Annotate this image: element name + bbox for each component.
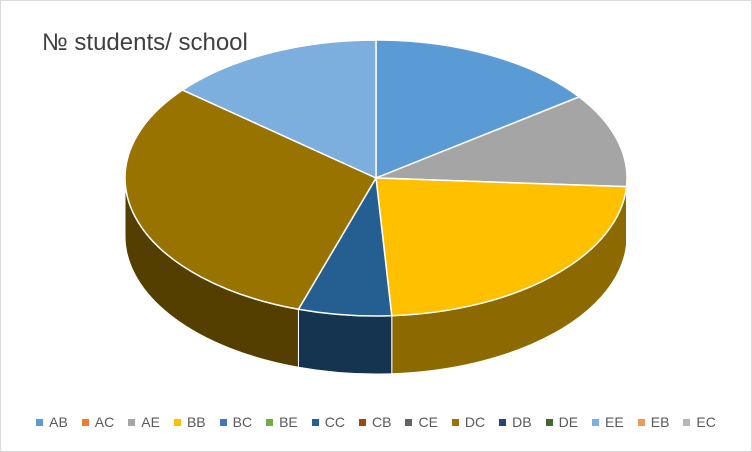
legend-item-de: DE <box>545 414 579 430</box>
legend-item-ec: EC <box>683 414 716 430</box>
legend-label: EE <box>605 414 624 430</box>
legend-label: DC <box>464 414 486 430</box>
legend-item-db: DB <box>499 414 532 430</box>
legend-label: BC <box>232 414 253 430</box>
legend-swatch <box>451 418 459 426</box>
legend-swatch <box>36 418 44 426</box>
pie-slice-ae <box>375 96 628 188</box>
legend-item-cb: CB <box>359 414 391 430</box>
legend-label: AB <box>49 414 68 430</box>
legend-swatch <box>359 418 366 426</box>
legend-swatch <box>219 418 227 426</box>
legend-swatch <box>266 418 274 426</box>
legend-swatch <box>311 418 319 426</box>
pie-slice-bb <box>375 177 628 317</box>
legend-label: CB <box>372 414 392 430</box>
legend-label: AC <box>94 414 115 430</box>
legend-label: DB <box>512 414 532 430</box>
legend-item-ae: AE <box>128 414 160 430</box>
legend-item-eb: EB <box>637 414 670 430</box>
chart-title: № students/ school <box>42 29 248 56</box>
legend-label: EB <box>650 414 670 430</box>
legend-swatch <box>592 418 600 426</box>
legend-item-bc: BC <box>219 414 253 430</box>
legend-swatch <box>499 418 507 426</box>
legend-label: DE <box>558 414 579 430</box>
legend-label: BE <box>279 414 298 430</box>
legend-item-be: BE <box>266 414 298 430</box>
pie-side-cc <box>297 308 393 375</box>
legend-swatch <box>637 418 645 426</box>
legend-item-ab: AB <box>36 414 68 430</box>
pie-slice-dc <box>124 89 378 311</box>
chart-legend: AB AC AE BB BC BE CC CB CE DC DB DE EE EB EC <box>0 410 752 434</box>
pie-slice-ee <box>181 39 377 180</box>
legend-label: CE <box>418 414 438 430</box>
legend-swatch <box>545 418 553 426</box>
legend-item-ac: AC <box>81 414 115 430</box>
legend-label: AE <box>141 414 160 430</box>
legend-swatch <box>128 418 136 426</box>
legend-item-dc: DC <box>451 414 486 430</box>
legend-label: EC <box>696 414 716 430</box>
legend-swatch <box>405 418 413 426</box>
legend-item-ee: EE <box>592 414 624 430</box>
legend-swatch <box>173 418 181 426</box>
pie-slice-ab <box>375 39 581 180</box>
legend-item-cc: CC <box>311 414 345 430</box>
legend-swatch <box>81 418 89 426</box>
legend-label: CC <box>324 414 345 430</box>
legend-item-bb: BB <box>173 414 206 430</box>
legend-swatch <box>683 418 691 426</box>
legend-item-ce: CE <box>405 414 438 430</box>
legend-label: BB <box>186 414 206 430</box>
